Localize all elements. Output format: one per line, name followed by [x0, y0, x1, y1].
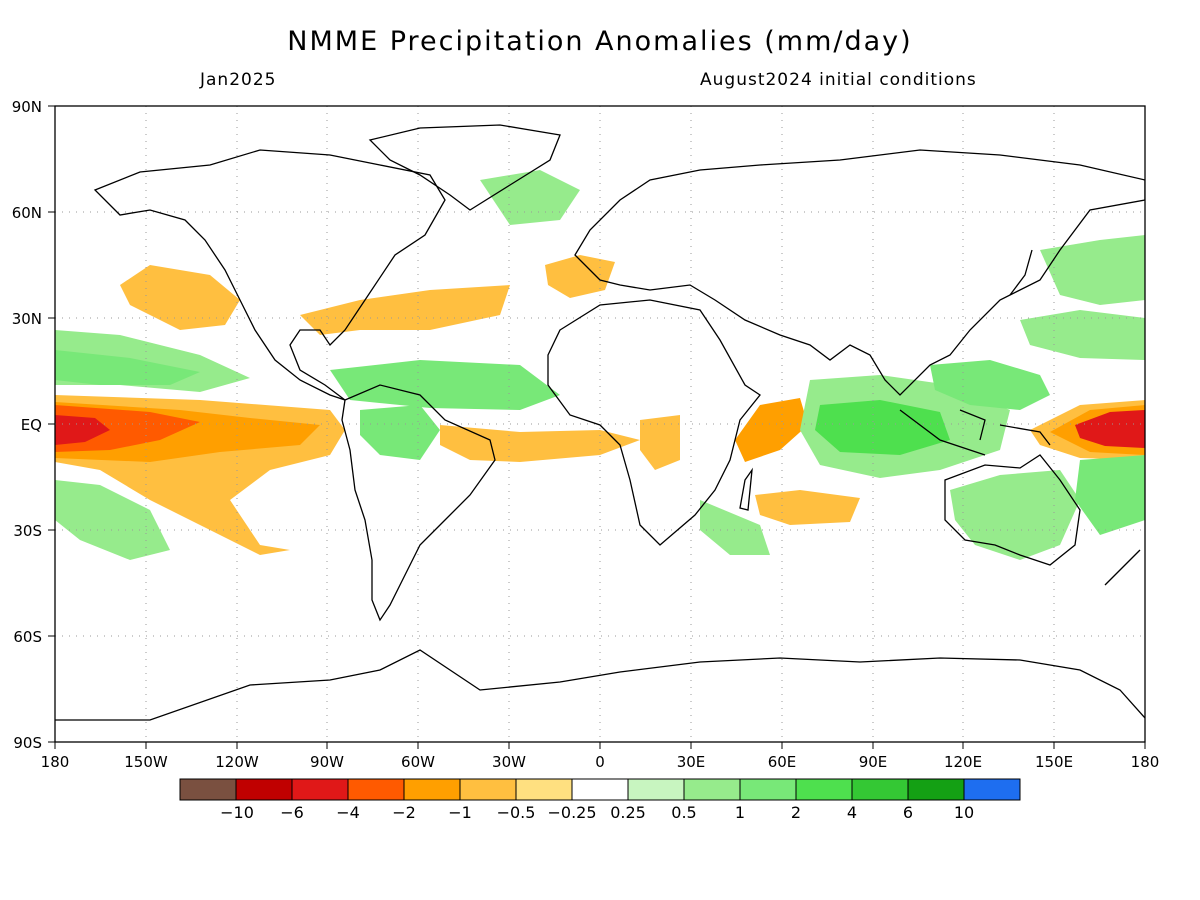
anomaly-dry-south-indian [755, 490, 860, 525]
lon-label: 90E [859, 753, 888, 771]
colorbar-label: −0.5 [497, 803, 536, 822]
anomaly-wet-tropical-atlantic [330, 360, 560, 410]
map-title: NMME Precipitation Anomalies (mm/day) [287, 26, 913, 57]
colorbar-swatch [739, 778, 797, 801]
lon-label: 90W [310, 753, 344, 771]
coast-north-america [93, 149, 446, 401]
anomaly-field [55, 170, 1145, 560]
colorbar-swatch [291, 778, 349, 801]
lon-label: 120E [944, 753, 982, 771]
colorbar-label: 1 [735, 803, 745, 822]
lon-labels: 180 150W 120W 90W 60W 30W 0 30E 60E 90E … [41, 753, 1160, 771]
lat-label: 30S [13, 522, 42, 540]
axis-ticks [48, 105, 1146, 749]
colorbar [179, 778, 1021, 801]
colorbar-label: 0.25 [610, 803, 646, 822]
anomaly-dry-atlantic [440, 425, 640, 462]
lat-label: 90N [12, 98, 42, 116]
coast-new-zealand [1104, 549, 1141, 586]
anomaly-wet-central-pacific-north-core [55, 350, 200, 385]
anomaly-wet-amazon [360, 405, 440, 460]
lon-label: 30E [677, 753, 706, 771]
initial-conditions-label: August2024 initial conditions [700, 70, 977, 90]
colorbar-label: −10 [220, 803, 254, 822]
colorbar-swatch [403, 778, 461, 801]
anomaly-wet-australia [950, 470, 1080, 560]
colorbar-swatch [179, 778, 237, 801]
coast-greenland [368, 124, 561, 211]
anomaly-dry-north-pacific [120, 265, 240, 330]
colorbar-label: −1 [448, 803, 472, 822]
lon-label: 60W [401, 753, 435, 771]
anomaly-wet-maritime-continent [930, 360, 1050, 410]
colorbar-label: −2 [392, 803, 416, 822]
lat-label: 60S [13, 628, 42, 646]
valid-month-label: Jan2025 [200, 70, 277, 90]
anomaly-wet-nw-pacific [1040, 235, 1145, 305]
coast-maritime-continent [899, 409, 1051, 456]
coast-australia [944, 454, 1081, 566]
coast-africa [547, 299, 761, 546]
colorbar-label: −4 [336, 803, 360, 822]
colorbar-swatch [795, 778, 853, 801]
colorbar-label: 6 [903, 803, 913, 822]
anomaly-dry-north-atlantic [300, 285, 510, 335]
colorbar-swatch [907, 778, 965, 801]
colorbar-swatch [235, 778, 293, 801]
lat-labels: 90N 60N 30N EQ 30S 60S 90S [12, 98, 42, 752]
coast-antarctica [55, 649, 1145, 721]
colorbar-swatch [851, 778, 909, 801]
anomaly-dry-east-pacific-strong [55, 405, 200, 452]
colorbar-swatch [347, 778, 405, 801]
coast-eurasia [574, 149, 1145, 396]
anomaly-dry-central-africa [640, 415, 680, 470]
coast-madagascar [739, 467, 753, 511]
anomaly-dry-east-pacific-max [55, 415, 110, 445]
anomaly-dry-iberia [545, 255, 615, 298]
graticule [55, 106, 1145, 742]
lon-label: 0 [595, 753, 605, 771]
lon-label: 180 [41, 753, 70, 771]
coast-japan [1009, 249, 1033, 296]
lat-label: EQ [21, 416, 42, 434]
lon-label: 60E [768, 753, 797, 771]
colorbar-swatch [627, 778, 685, 801]
anomaly-wet-sw-pacific [1020, 310, 1145, 360]
lon-label: 30W [492, 753, 526, 771]
coast-south-america [341, 384, 496, 622]
colorbar-swatch [683, 778, 741, 801]
anomaly-wet-indian-ocean-core [815, 400, 950, 455]
lat-label: 60N [12, 204, 42, 222]
lat-label: 30N [12, 310, 42, 328]
colorbar-swatch [963, 778, 1021, 801]
anomaly-dry-west-indian [735, 398, 808, 462]
colorbar-swatch [459, 778, 517, 801]
lat-label: 90S [13, 734, 42, 752]
colorbar-swatch [515, 778, 573, 801]
colorbar-labels: −10 −6 −4 −2 −1 −0.5 −0.25 0.25 0.5 1 2 … [220, 803, 974, 822]
anomaly-wet-spcz [1075, 455, 1145, 535]
lon-label: 180 [1131, 753, 1160, 771]
anomaly-wet-south-indian [700, 500, 770, 555]
colorbar-label: 10 [954, 803, 974, 822]
colorbar-swatch [571, 778, 629, 801]
lon-label: 150W [124, 753, 168, 771]
coastlines [55, 124, 1145, 721]
colorbar-label: 4 [847, 803, 857, 822]
colorbar-label: −6 [280, 803, 304, 822]
lon-label: 150E [1035, 753, 1073, 771]
colorbar-label: 2 [791, 803, 801, 822]
colorbar-label: −0.25 [547, 803, 596, 822]
anomaly-wet-north-atlantic [480, 170, 580, 225]
lon-label: 120W [215, 753, 259, 771]
anomaly-wet-south-pacific [55, 480, 170, 560]
anomaly-dry-west-pacific-strong [1075, 410, 1145, 448]
colorbar-label: 0.5 [671, 803, 696, 822]
